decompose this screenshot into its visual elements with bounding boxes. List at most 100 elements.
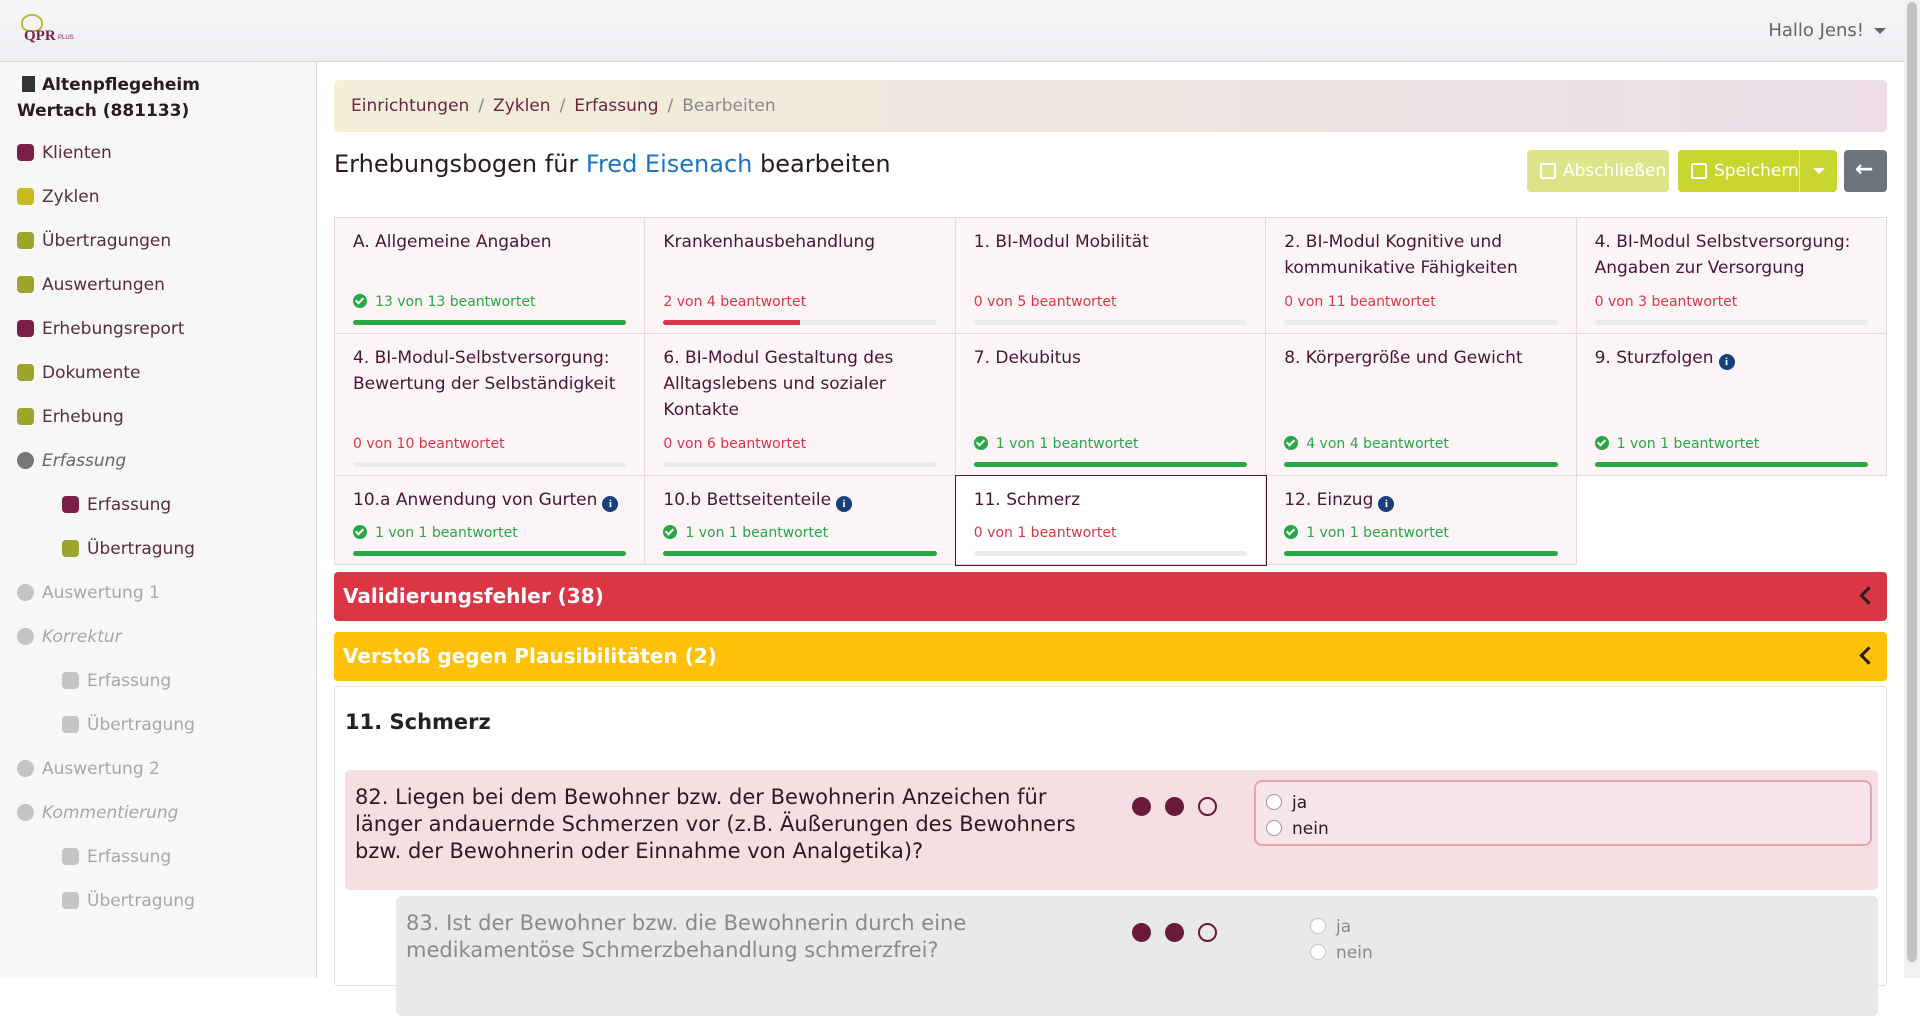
progress-track	[1284, 462, 1558, 467]
breadcrumb-separator: /	[478, 96, 485, 116]
alert-bar[interactable]: Verstoß gegen Plausibilitäten (2)	[334, 632, 1887, 681]
history-icon[interactable]	[1198, 923, 1217, 942]
nav-item: Erfassung	[62, 842, 171, 872]
radio-button[interactable]	[1266, 794, 1282, 810]
progress-bar	[353, 551, 627, 556]
nav-label: Auswertung 1	[42, 583, 160, 603]
progress-track	[1594, 320, 1868, 325]
scrollbar[interactable]	[1904, 0, 1920, 978]
nav-icon	[17, 760, 34, 777]
status-text: 13 von 13 beantwortet	[375, 294, 536, 310]
save-dropdown[interactable]	[1799, 150, 1837, 192]
nav-label: Erfassung	[87, 671, 172, 691]
module-grid: A. Allgemeine Angaben 13 von 13 beantwort…	[334, 217, 1887, 566]
comment-icon[interactable]	[1132, 923, 1151, 942]
module-title: A. Allgemeine Angaben	[353, 232, 552, 252]
module-card[interactable]: 8. Körpergröße und Gewicht 4 von 4 beantw…	[1266, 334, 1577, 476]
check-icon	[663, 525, 678, 539]
module-card[interactable]: 2. BI-Modul Kognitive und kommunikative …	[1266, 218, 1577, 334]
module-card[interactable]: A. Allgemeine Angaben 13 von 13 beantwort…	[335, 218, 646, 334]
module-card[interactable]: 12. Einzug i 1 von 1 beantwortet	[1266, 476, 1577, 565]
radio-option[interactable]: nein	[1266, 816, 1860, 842]
status-text: 1 von 1 beantwortet	[1616, 436, 1760, 452]
module-card[interactable]: 4. BI-Modul-Selbstversorgung: Bewertung …	[335, 334, 646, 476]
scroll-thumb[interactable]	[1907, 2, 1917, 962]
nav-label: Kommentierung	[42, 803, 179, 823]
finish-button[interactable]: Abschließen	[1527, 150, 1669, 192]
module-card[interactable]: 10.b Bettseitenteile i 1 von 1 beantwortet	[645, 476, 956, 565]
module-card[interactable]: 6. BI-Modul Gestaltung des Alltagslebens…	[645, 334, 956, 476]
module-card[interactable]: 9. Sturzfolgen i 1 von 1 beantwortet	[1576, 334, 1887, 476]
nav-icon	[62, 496, 79, 513]
back-button[interactable]	[1844, 149, 1887, 192]
radio-option[interactable]: ja	[1266, 790, 1860, 816]
nav-item[interactable]: Erhebungsreport	[17, 314, 185, 344]
user-menu[interactable]: Hallo Jens!	[1768, 20, 1886, 41]
progress-track	[1284, 551, 1558, 556]
alert-bar[interactable]: Validierungsfehler (38)	[334, 572, 1887, 621]
module-status: 2 von 4 beantwortet	[663, 289, 806, 315]
module-card[interactable]: 4. BI-Modul Selbstversorgung: Angaben zu…	[1576, 218, 1887, 334]
history-icon[interactable]	[1198, 797, 1217, 816]
question-actions	[1132, 922, 1231, 949]
nav-item[interactable]: Auswertungen	[17, 270, 165, 300]
module-status: 0 von 3 beantwortet	[1595, 289, 1738, 315]
info-icon[interactable]: i	[1718, 354, 1735, 370]
module-card[interactable]: 7. Dekubitus 1 von 1 beantwortet	[955, 334, 1267, 476]
save-button[interactable]: Speichern	[1678, 150, 1837, 192]
module-card[interactable]: 11. Schmerz 0 von 1 beantwortet	[954, 475, 1268, 566]
check-icon	[973, 436, 988, 450]
info-icon[interactable]: i	[836, 496, 853, 512]
building-icon	[22, 76, 35, 92]
comment-icon[interactable]	[1132, 797, 1151, 816]
nav-label: Übertragungen	[42, 231, 172, 251]
module-title: 1. BI-Modul Mobilität	[973, 232, 1149, 252]
nav-item[interactable]: Klienten	[17, 138, 112, 168]
info-icon[interactable]	[1165, 797, 1184, 816]
check-icon	[353, 294, 367, 308]
header: QPR PLUS Hallo Jens!	[0, 0, 1904, 62]
progress-track	[973, 320, 1248, 325]
nav-item[interactable]: Erfassung	[17, 446, 126, 476]
logo[interactable]: QPR PLUS	[18, 14, 74, 48]
module-card[interactable]: Krankenhausbehandlung 2 von 4 beantwortet	[645, 218, 956, 334]
save-icon	[1691, 163, 1707, 179]
module-card[interactable]: 1. BI-Modul Mobilität 0 von 5 beantwortet	[955, 218, 1267, 334]
save-icon	[1540, 163, 1556, 179]
module-card[interactable]: 10.a Anwendung von Gurten i 1 von 1 beantw…	[335, 476, 646, 565]
nav-label: Dokumente	[42, 363, 141, 383]
logo-suffix: PLUS	[58, 35, 74, 41]
progress-track	[973, 551, 1248, 556]
client-name[interactable]: Fred Eisenach	[585, 150, 753, 178]
status-text: 0 von 5 beantwortet	[973, 294, 1117, 310]
nav-item[interactable]: Dokumente	[17, 358, 141, 388]
nav-item[interactable]: Erhebung	[17, 402, 124, 432]
nav-icon	[17, 804, 34, 821]
module-status: 0 von 5 beantwortet	[974, 289, 1117, 315]
info-icon[interactable]	[1165, 923, 1184, 942]
nav-item[interactable]: Übertragungen	[17, 226, 171, 256]
module-title: 11. Schmerz	[973, 490, 1081, 510]
nav-item[interactable]: Erfassung	[62, 490, 171, 520]
breadcrumb-item[interactable]: Einrichtungen	[351, 96, 470, 116]
question: 82. Liegen bei dem Bewohner bzw. der Bew…	[345, 770, 1878, 890]
nav-item[interactable]: Zyklen	[17, 182, 100, 212]
breadcrumb-item[interactable]: Erfassung	[574, 96, 659, 116]
info-icon[interactable]: i	[1378, 496, 1395, 512]
module-title: 8. Körpergröße und Gewicht	[1284, 348, 1523, 368]
nav-label: Erfassung	[87, 495, 172, 515]
progress-track	[663, 320, 937, 325]
option-label: nein	[1336, 943, 1373, 963]
nav-item[interactable]: Übertragung	[62, 534, 195, 564]
answer-box: ja nein	[1282, 906, 1872, 972]
check-icon	[353, 525, 367, 539]
info-icon[interactable]: i	[602, 496, 619, 512]
breadcrumb-item[interactable]: Zyklen	[493, 96, 551, 116]
section: 11. Schmerz 82. Liegen bei dem Bewohner …	[334, 686, 1887, 1016]
nav-label: Klienten	[42, 143, 112, 163]
question-text: 82. Liegen bei dem Bewohner bzw. der Bew…	[355, 785, 1076, 863]
module-title: 10.a Anwendung von Gurten	[353, 490, 598, 510]
radio-button[interactable]	[1266, 820, 1282, 836]
radio-option: nein	[1310, 940, 1862, 966]
title-text: bearbeiten	[760, 150, 891, 178]
